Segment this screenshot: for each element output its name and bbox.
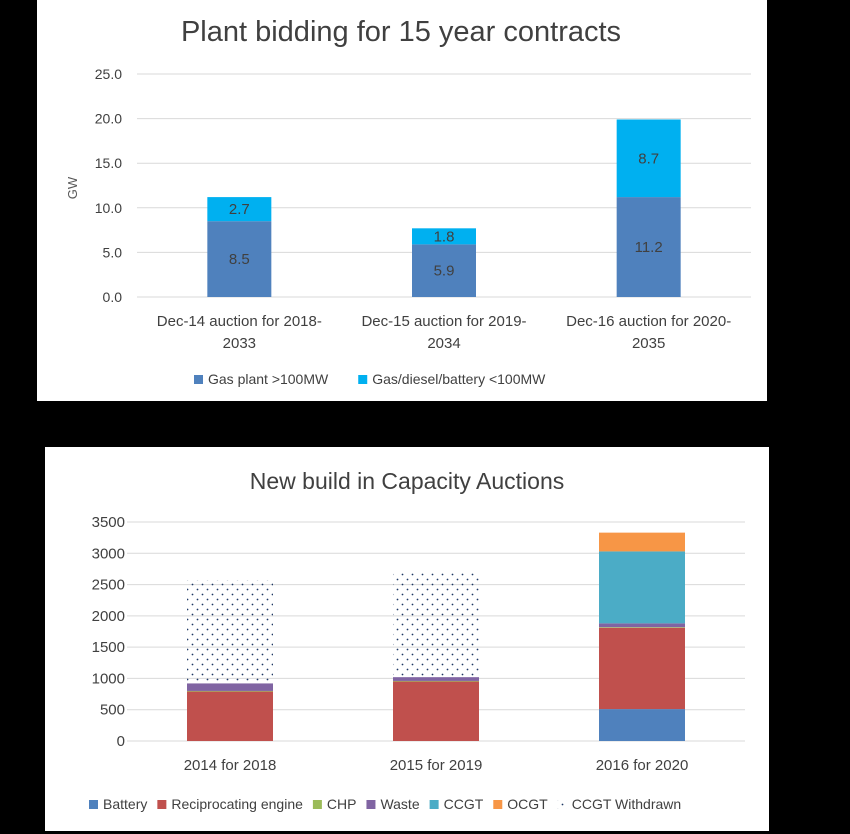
legend-item-waste: Waste — [366, 796, 420, 812]
legend-label: Waste — [380, 796, 419, 812]
chart-title: Plant bidding for 15 year contracts — [181, 16, 621, 48]
legend-swatch — [358, 375, 368, 384]
x-category-label: Dec-14 auction for 2018- — [157, 313, 322, 330]
y-tick-label: 0.0 — [103, 289, 123, 305]
chart-panel-plant-bidding: Plant bidding for 15 year contracts 0.0 5.… — [37, 0, 767, 401]
legend-item-chp: CHP — [312, 796, 357, 812]
legend-swatch — [493, 800, 503, 809]
y-tick-label: 3000 — [92, 545, 125, 562]
x-category-label: 2015 for 2019 — [390, 757, 483, 774]
x-category-label: Dec-15 auction for 2019- — [361, 313, 526, 330]
y-tick-label: 10.0 — [95, 200, 122, 216]
data-label: 5.9 — [434, 263, 455, 280]
legend-item-ccgt-withdrawn: CCGT Withdrawn — [557, 796, 681, 812]
x-category-label: 2016 for 2020 — [596, 757, 689, 774]
y-tick-label: 5.0 — [103, 244, 123, 260]
bar-reciprocating-engine-1 — [187, 691, 273, 741]
legend-label: CCGT — [444, 796, 484, 812]
y-tick-label: 25.0 — [95, 66, 122, 82]
legend-swatch — [312, 800, 322, 809]
legend-label: Battery — [103, 796, 147, 812]
bar-chp-3 — [599, 627, 685, 628]
legend-label: CCGT Withdrawn — [572, 796, 681, 812]
legend-swatch — [194, 375, 203, 384]
data-label: 1.8 — [434, 228, 455, 245]
y-tick-label: 0 — [117, 733, 125, 750]
bar-gas-plant-100mw-2 — [412, 244, 476, 297]
legend-label: OCGT — [507, 796, 548, 812]
legend-item-reciprocating-engine: Reciprocating engine — [157, 796, 303, 812]
x-category-label: 2014 for 2018 — [184, 757, 277, 774]
x-category-label: 2035 — [632, 335, 665, 352]
bar-chp-1 — [187, 690, 273, 692]
data-label: 8.7 — [638, 150, 659, 167]
data-label: 2.7 — [229, 201, 250, 218]
y-tick-label: 500 — [100, 702, 125, 719]
bar-ccgt-3 — [599, 551, 685, 624]
bar-gas-diesel-battery-100mw-2 — [412, 228, 476, 245]
bar-waste-2 — [393, 677, 479, 681]
bar-ccgt-withdrawn-2 — [393, 570, 479, 678]
y-tick-label: 15.0 — [95, 155, 122, 171]
bar-reciprocating-engine-3 — [599, 627, 685, 710]
chart-panel-new-build: New build in Capacity Auctions 0 500 1000 15… — [45, 447, 769, 831]
bar-waste-1 — [187, 683, 273, 691]
bar-gas-diesel-battery-100mw-1 — [207, 197, 272, 222]
y-tick-label: 3500 — [92, 514, 125, 531]
legend-item-ccgt: CCGT — [429, 796, 484, 812]
chart-title: New build in Capacity Auctions — [250, 468, 565, 494]
legend-swatch — [157, 800, 167, 809]
bar-waste-3 — [599, 623, 685, 628]
legend-label: Reciprocating engine — [171, 796, 303, 812]
bar-battery-3 — [599, 709, 685, 741]
x-category-label: 2034 — [427, 335, 460, 352]
y-tick-label: 2500 — [92, 577, 125, 594]
legend-swatch — [366, 800, 376, 809]
legend-label: CHP — [327, 796, 357, 812]
bar-gas-diesel-battery-100mw-3 — [616, 119, 681, 198]
y-tick-label: 1500 — [92, 639, 125, 656]
plant-bidding-chart: Plant bidding for 15 year contracts 0.0 5.… — [65, 16, 751, 387]
bar-ocgt-3 — [599, 532, 685, 552]
x-category-label: 2033 — [223, 335, 256, 352]
y-tick-label: 20.0 — [95, 111, 122, 127]
legend-item-ocgt: OCGT — [493, 796, 548, 812]
new-build-chart: New build in Capacity Auctions 0 500 1000 15… — [89, 468, 745, 812]
bar-reciprocating-engine-2 — [393, 681, 479, 741]
bar-gas-plant-100mw-1 — [207, 221, 272, 297]
bar-chp-2 — [393, 680, 479, 682]
legend-label: Gas plant >100MW — [208, 371, 329, 387]
legend-swatch — [89, 800, 98, 809]
legend-label: Gas/diesel/battery <100MW — [372, 371, 546, 387]
bar-gas-plant-100mw-3 — [616, 197, 681, 297]
legend-swatch — [557, 800, 567, 809]
data-label: 11.2 — [635, 239, 663, 256]
legend-swatch — [429, 800, 439, 809]
bar-ccgt-withdrawn-1 — [187, 580, 273, 684]
legend-item-battery: Battery — [89, 796, 147, 812]
x-category-label: Dec-16 auction for 2020- — [566, 313, 731, 330]
data-label: 8.5 — [229, 251, 250, 268]
legend-item-gas-diesel-battery-100mw: Gas/diesel/battery <100MW — [358, 371, 546, 387]
y-tick-label: 2000 — [92, 608, 125, 625]
y-tick-label: 1000 — [92, 670, 125, 687]
legend-item-gas-plant-100mw: Gas plant >100MW — [194, 371, 329, 387]
y-axis-label: GW — [65, 176, 80, 199]
